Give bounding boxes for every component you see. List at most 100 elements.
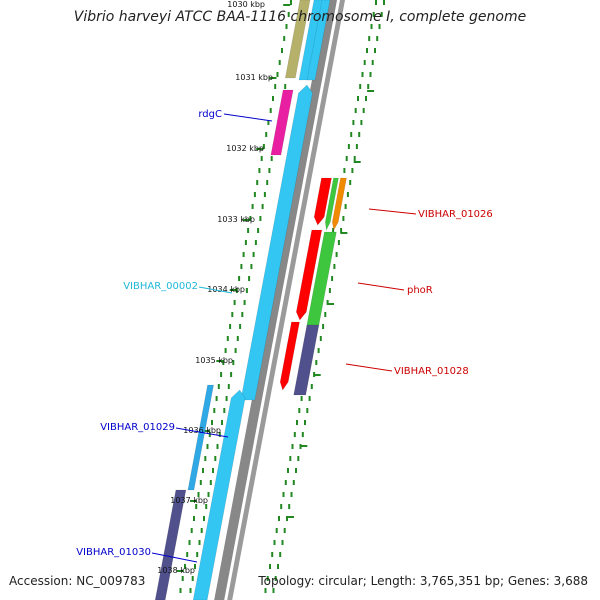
- dotted-guide-dash: [378, 24, 381, 29]
- scale-tick-mark: [269, 77, 277, 79]
- dotted-guide-dash: [191, 576, 194, 581]
- dotted-guide-dash: [259, 216, 262, 221]
- dotted-guide-dash: [331, 276, 334, 281]
- genes-layer: [154, 0, 347, 600]
- dotted-guide-dash: [249, 216, 252, 221]
- dotted-guide-dash: [227, 384, 230, 389]
- dotted-guide-dash: [262, 144, 265, 149]
- dotted-guide-dash: [360, 120, 363, 125]
- dotted-guide-dash: [261, 204, 264, 209]
- dotted-guide-dash: [358, 132, 361, 137]
- dotted-guide-dash: [300, 396, 303, 401]
- dotted-guide-dash: [251, 204, 254, 209]
- dotted-guide-dash: [241, 312, 244, 317]
- dotted-guide-dash: [252, 252, 255, 257]
- scale-tick-mark-right: [367, 90, 375, 92]
- dotted-guide-dash: [285, 24, 288, 29]
- dotted-guide-dash: [368, 36, 371, 41]
- label-phoR-leader: [357, 282, 405, 291]
- dotted-guide-dash: [203, 516, 205, 521]
- dotted-guide-dash: [322, 324, 325, 329]
- dotted-guide-dash: [266, 576, 269, 581]
- dotted-guide-dash: [326, 300, 329, 305]
- scale-tick-mark: [229, 289, 237, 291]
- dotted-guide-dash: [375, 0, 377, 5]
- dotted-guide-dash: [268, 168, 271, 173]
- dotted-guide-dash: [211, 420, 213, 425]
- dotted-guide-dash: [383, 0, 385, 5]
- dotted-guide-dash: [190, 528, 193, 533]
- scale-tick-mark-right: [313, 374, 321, 376]
- dotted-guide-dash: [296, 420, 298, 425]
- dotted-guide-dash: [291, 444, 294, 449]
- dotted-guide-dash: [189, 588, 192, 593]
- dotted-guide-dash: [344, 204, 347, 209]
- dotted-guide-dash: [308, 396, 311, 401]
- dotted-guide-dash: [288, 504, 291, 509]
- label-VIBHAR_01028: VIBHAR_01028: [394, 366, 469, 377]
- dotted-guide-dash: [292, 480, 295, 485]
- dotted-guide-dash: [290, 492, 293, 497]
- scale-tick-label: 1037 kbp: [170, 496, 208, 505]
- dotted-guide-dash: [266, 180, 269, 185]
- dotted-guide-dash: [186, 552, 189, 557]
- dotted-guide-dash: [328, 288, 331, 293]
- dotted-guide-dash: [304, 420, 306, 425]
- scale-tick-mark: [256, 148, 264, 150]
- dotted-guide-dash: [357, 96, 359, 101]
- dotted-guide-dash: [269, 564, 271, 569]
- dotted-guide-dash: [284, 480, 287, 485]
- scale-tick-mark-right: [353, 161, 361, 163]
- dotted-guide-dash: [179, 588, 182, 593]
- scale-tick-mark-right: [327, 303, 334, 305]
- dotted-guide-dash: [282, 492, 285, 497]
- dotted-guide-dash: [295, 468, 297, 473]
- gene-block-red-lower: [279, 321, 300, 391]
- label-VIBHAR_00002-leader: [198, 286, 233, 294]
- dotted-guide-dash: [324, 312, 327, 317]
- dotted-guide-dash: [264, 588, 267, 593]
- dotted-guide-dash: [206, 444, 209, 449]
- label-VIBHAR_01026-leader: [368, 208, 417, 215]
- dotted-guide-dash: [260, 156, 263, 161]
- dotted-guide-dash: [207, 492, 210, 497]
- dotted-guide-dash: [263, 192, 266, 197]
- dotted-guide-dash: [289, 456, 292, 461]
- dotted-guide-dash: [248, 276, 251, 281]
- dotted-guide-dash: [253, 192, 256, 197]
- scale-tick-mark: [176, 570, 184, 572]
- dotted-guide-dash: [351, 168, 354, 173]
- dotted-guide-dash: [209, 480, 212, 485]
- gene-block-phoR: [295, 229, 323, 321]
- scale-tick-label: 1033 kbp: [217, 215, 255, 224]
- dotted-guide-dash: [340, 228, 343, 233]
- dotted-guide-dash: [258, 168, 261, 173]
- dotted-guide-dash: [298, 408, 301, 413]
- dotted-guide-dash: [367, 84, 370, 89]
- dotted-guide-dash: [279, 552, 282, 557]
- dotted-guide-dash: [265, 132, 268, 137]
- dotted-guide-dash: [284, 84, 287, 89]
- dotted-guide-dash: [287, 468, 289, 473]
- dotted-guide-dash: [332, 228, 335, 233]
- dotted-guide-dash: [238, 276, 241, 281]
- dotted-guide-dash: [215, 396, 218, 401]
- dotted-guide-dash: [274, 576, 277, 581]
- gene-block-olive: [284, 0, 311, 79]
- dotted-guide-dash: [283, 528, 286, 533]
- dotted-guide-dash: [286, 516, 288, 521]
- dotted-guide-dash: [315, 360, 318, 365]
- scale-tick-label: 1034 kbp: [207, 285, 245, 294]
- dotted-guide-dash: [366, 48, 368, 53]
- dotted-guide-dash: [370, 24, 373, 29]
- label-rdgC: rdgC: [198, 109, 222, 120]
- scale-tick-label: 1031 kbp: [235, 73, 273, 82]
- scale-tick-label: 1030 kbp: [227, 0, 265, 9]
- dotted-guide-dash: [235, 288, 238, 293]
- gene-block-orange: [331, 177, 347, 231]
- dotted-guide-dash: [270, 156, 273, 161]
- backbone-gray-edge: [227, 0, 345, 600]
- dotted-guide-dash: [287, 12, 290, 17]
- gene-block-VIBHAR_01030: [154, 489, 187, 600]
